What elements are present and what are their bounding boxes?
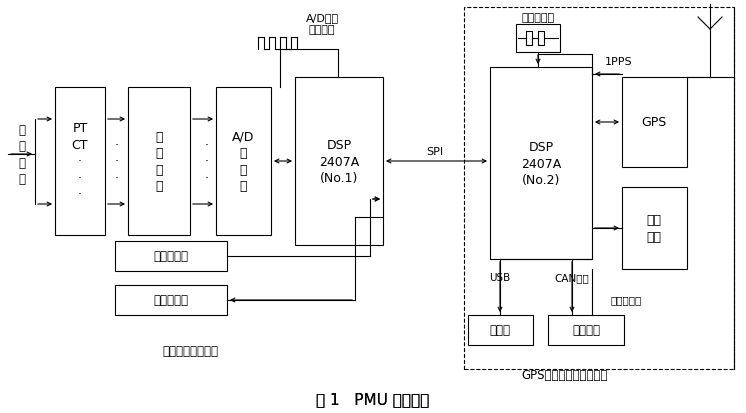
Bar (216, 88, 271, 235)
Text: CAN总线: CAN总线 (554, 272, 589, 282)
Bar (622, 188, 687, 269)
Text: 工控机: 工控机 (489, 324, 510, 337)
Bar (516, 25, 560, 53)
Bar (464, 8, 734, 369)
Bar (538, 32, 544, 46)
Text: DSP
2407A
(No.1): DSP 2407A (No.1) (319, 139, 359, 185)
Text: GPS: GPS (642, 116, 667, 129)
Text: 开关量输入: 开关量输入 (154, 250, 189, 263)
Text: 开关量输出: 开关量输出 (154, 294, 189, 307)
Bar (622, 78, 687, 168)
Text: 电
力
信
号: 电 力 信 号 (19, 123, 25, 186)
Text: 图 1   PMU 原理框图: 图 1 PMU 原理框图 (316, 392, 430, 406)
Text: 触发脉冲: 触发脉冲 (309, 25, 335, 35)
Bar (548, 315, 624, 345)
Text: 前
置
滤
波: 前 置 滤 波 (155, 131, 163, 193)
Text: 工业以太网: 工业以太网 (610, 294, 642, 304)
Text: DSP
2407A
(No.2): DSP 2407A (No.2) (521, 141, 561, 187)
Text: 控制中心: 控制中心 (572, 324, 600, 337)
Bar (115, 285, 227, 315)
Text: 液晶
显示: 液晶 显示 (647, 214, 662, 243)
Text: A/D采样: A/D采样 (305, 13, 339, 23)
Bar (295, 78, 383, 245)
Text: 相量的测量与运算: 相量的测量与运算 (162, 345, 218, 358)
Text: 图 1   PMU 原理框图: 图 1 PMU 原理框图 (316, 392, 430, 406)
Bar (526, 32, 532, 46)
Text: SPI: SPI (427, 147, 444, 157)
Bar (115, 242, 227, 271)
Text: USB: USB (489, 272, 510, 282)
Bar (128, 88, 190, 235)
Text: ·
·
·: · · · (115, 139, 119, 185)
Text: A/D
转
换
器: A/D 转 换 器 (232, 131, 254, 193)
Bar (55, 88, 105, 235)
Text: 高精度晶振: 高精度晶振 (521, 13, 554, 23)
Text: ·
·
·: · · · (205, 139, 209, 185)
Bar (468, 315, 533, 345)
Bar (490, 68, 592, 259)
Text: 1PPS: 1PPS (605, 57, 633, 67)
Text: GPS同步脉冲产生与通信: GPS同步脉冲产生与通信 (521, 369, 608, 382)
Text: PT
CT
·
·
·: PT CT · · · (72, 122, 88, 201)
